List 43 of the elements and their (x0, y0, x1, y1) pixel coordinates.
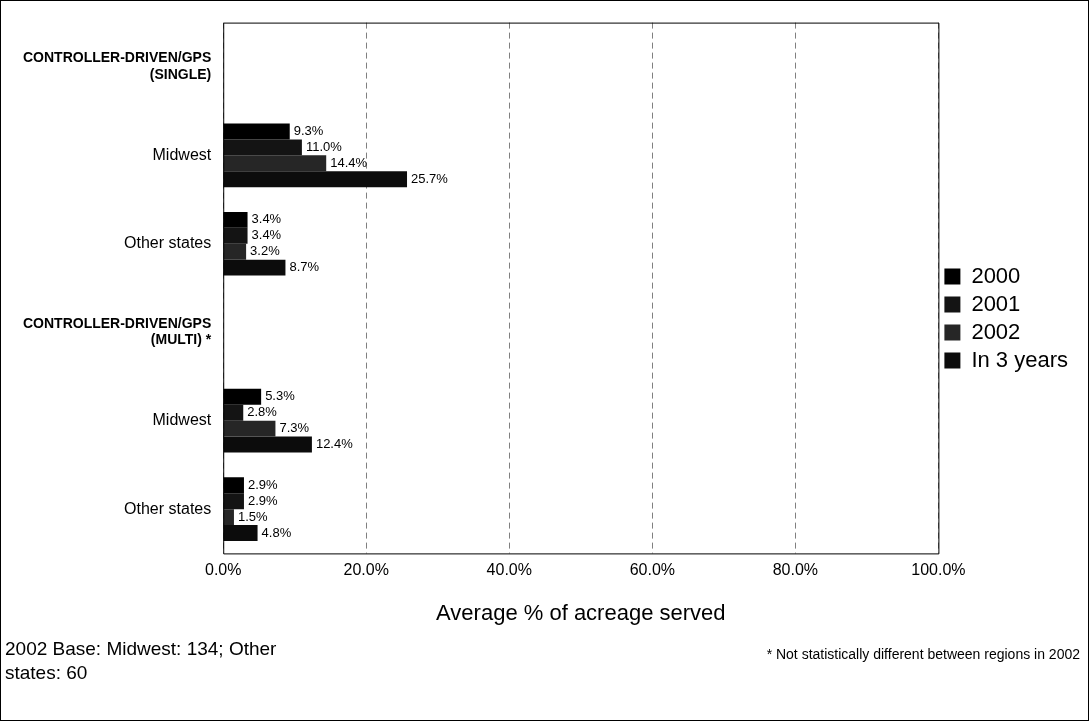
legend-label: 2001 (971, 290, 1021, 316)
data-label: 2.9% (247, 492, 279, 508)
data-label: 3.4% (251, 211, 282, 227)
data-label: 3.2% (250, 243, 281, 259)
x-tick-label: 80.0% (772, 561, 819, 579)
data-label: 12.4% (315, 436, 354, 452)
bar (223, 227, 248, 244)
bar (223, 509, 234, 526)
y-tick-label: Midwest (152, 145, 212, 163)
legend-label: 2002 (971, 318, 1021, 344)
bar (223, 404, 244, 421)
text: * Not statistically different between regions in 2002 (765, 645, 1080, 664)
data-label: 1.5% (237, 508, 269, 524)
data-label: 14.4% (330, 154, 368, 170)
text: 2002 Base: Midwest: 134; Other states: 60 (5, 637, 278, 685)
data-label: 7.3% (279, 420, 310, 436)
x-axis-title: Average % of acreage served (436, 599, 726, 625)
bar (223, 155, 327, 172)
y-tick-label: Other states (124, 499, 212, 517)
data-label: 11.0% (305, 138, 343, 154)
data-label: 25.7% (411, 170, 449, 186)
data-label: 3.4% (251, 227, 282, 243)
x-tick-label: 0.0% (204, 561, 242, 579)
y-tick-label: CONTROLLER-DRIVEN/GPS (SINGLE) (22, 49, 212, 83)
data-label: 4.8% (261, 524, 292, 540)
bar (223, 493, 244, 510)
legend-label: In 3 years (971, 346, 1068, 372)
x-tick-label: 100.0% (911, 561, 966, 579)
x-tick-label: 20.0% (343, 561, 389, 579)
legend-label: 2000 (971, 262, 1021, 288)
x-tick-label: 40.0% (486, 561, 532, 579)
x-tick-label: 60.0% (629, 561, 676, 579)
data-label: 2.8% (247, 404, 278, 420)
bar (223, 420, 276, 437)
bar (223, 243, 247, 260)
data-label: 9.3% (293, 122, 324, 138)
bar (223, 139, 302, 156)
y-tick-label: Other states (124, 234, 212, 252)
y-tick-label: Midwest (152, 411, 212, 429)
y-tick-label: CONTROLLER-DRIVEN/GPS (MULTI) * (22, 314, 212, 348)
data-label: 2.9% (247, 476, 279, 492)
data-label: 8.7% (289, 259, 320, 275)
data-label: 5.3% (265, 388, 296, 404)
